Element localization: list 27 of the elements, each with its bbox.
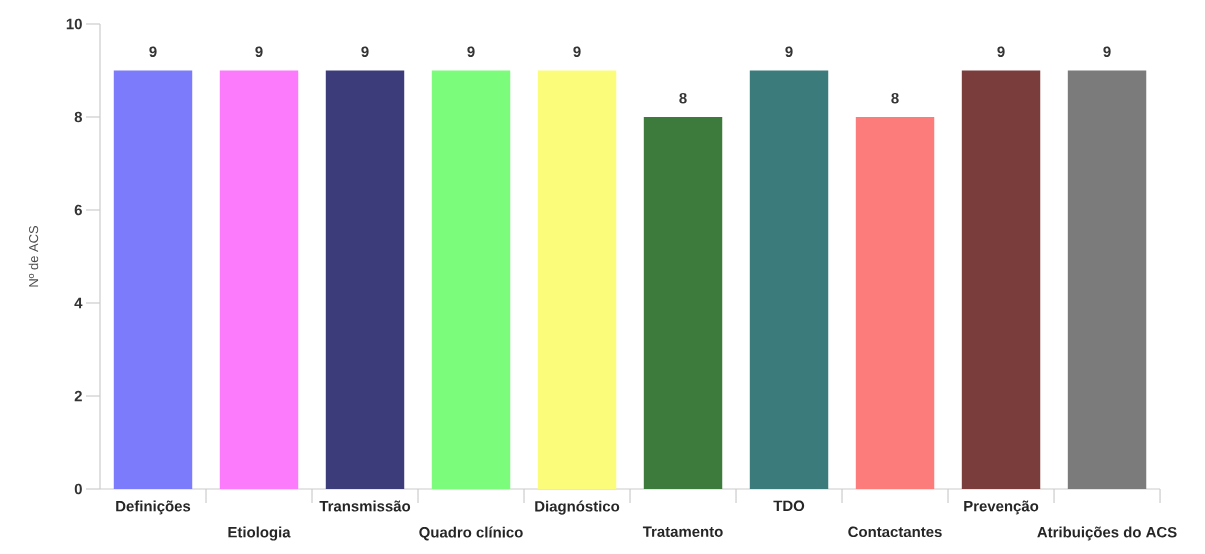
x-tick-label: Contactantes xyxy=(848,526,942,538)
y-tick-label: 8 xyxy=(74,111,83,123)
y-tick-label: 10 xyxy=(66,18,82,30)
x-tick-label: Tratamento xyxy=(642,526,723,537)
data-label: 9 xyxy=(361,46,369,57)
x-tick-label: Prevenção xyxy=(964,500,1039,515)
data-label: 9 xyxy=(573,46,581,57)
data-label: 9 xyxy=(1103,46,1111,57)
x-tick-label: Transmissão xyxy=(319,500,411,512)
y-tick-label: 6 xyxy=(74,204,82,216)
x-tick-label: Atribuições do ACS xyxy=(1037,526,1177,541)
data-label: 9 xyxy=(467,46,475,57)
data-label: 9 xyxy=(785,46,793,57)
x-tick-label: Definições xyxy=(116,500,191,515)
y-tick-label: 2 xyxy=(74,390,82,402)
x-tick-label: Diagnóstico xyxy=(535,500,620,515)
data-label: 9 xyxy=(255,46,263,57)
data-label: 8 xyxy=(891,92,899,104)
data-label: 8 xyxy=(679,92,687,104)
y-tick-label: 0 xyxy=(74,483,82,495)
data-label: 9 xyxy=(997,46,1005,57)
y-tick-label: 4 xyxy=(74,297,83,309)
x-tick-label: Quadro clínico xyxy=(419,526,523,541)
data-label: 9 xyxy=(149,46,157,57)
y-axis-title: Nº de ACS xyxy=(28,225,39,287)
x-tick-label: Etiologia xyxy=(228,526,291,541)
x-tick-label: TDO xyxy=(773,500,805,512)
